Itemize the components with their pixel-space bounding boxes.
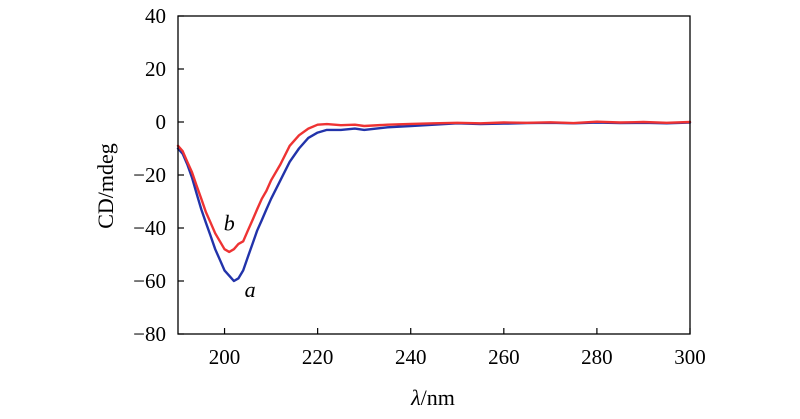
- series-label-b: b: [224, 211, 235, 236]
- x-tick-label: 240: [395, 345, 427, 369]
- y-tick-label: 40: [145, 4, 166, 28]
- x-tick-label: 220: [302, 345, 334, 369]
- y-tick-label: −60: [133, 269, 166, 293]
- series-label-a: a: [245, 277, 256, 302]
- x-tick-label: 260: [488, 345, 520, 369]
- plot-area: [176, 120, 692, 283]
- y-axis-title: CD/mdeg: [93, 143, 118, 229]
- x-tick-label: 300: [674, 345, 706, 369]
- series-line-b: [176, 120, 692, 254]
- x-axis-title-symbol: λ: [410, 385, 421, 410]
- y-tick-label: −40: [133, 216, 166, 240]
- x-axis-title-unit: /nm: [421, 385, 455, 410]
- series-line-a: [176, 121, 692, 283]
- x-tick-label: 200: [209, 345, 241, 369]
- x-tick-label: 280: [581, 345, 613, 369]
- y-tick-label: 20: [145, 57, 166, 81]
- y-tick-label: −80: [133, 322, 166, 346]
- y-tick-label: 0: [156, 110, 167, 134]
- x-axis-title: λ/nm: [410, 385, 455, 410]
- y-tick-label: −20: [133, 163, 166, 187]
